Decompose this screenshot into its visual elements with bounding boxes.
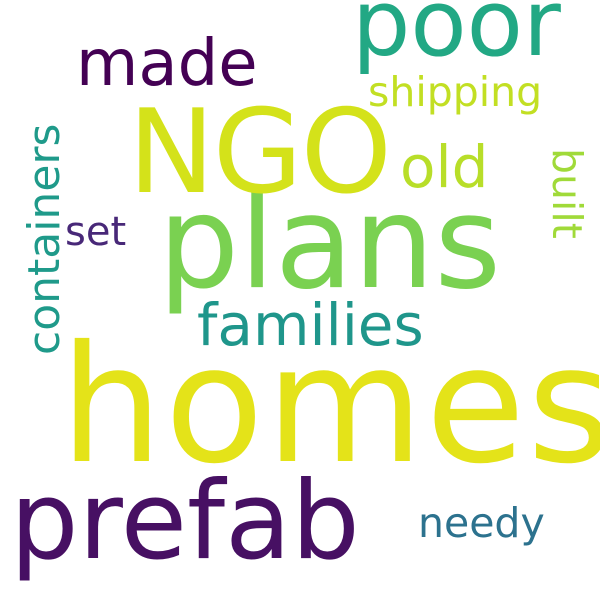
word-made: made bbox=[76, 27, 258, 101]
word-families: families bbox=[197, 291, 424, 359]
word-containers: containers bbox=[19, 123, 70, 355]
word-set: set bbox=[65, 209, 127, 255]
word-prefab: prefab bbox=[10, 459, 360, 584]
word-needy: needy bbox=[418, 499, 545, 547]
word-ngo: NGO bbox=[128, 85, 392, 220]
word-plans: plans bbox=[158, 169, 502, 318]
word-built: built bbox=[543, 148, 591, 239]
word-homes: homes bbox=[60, 312, 600, 500]
word-poor: poor bbox=[352, 0, 561, 77]
word-shipping: shipping bbox=[368, 68, 543, 116]
word-old: old bbox=[400, 133, 489, 201]
